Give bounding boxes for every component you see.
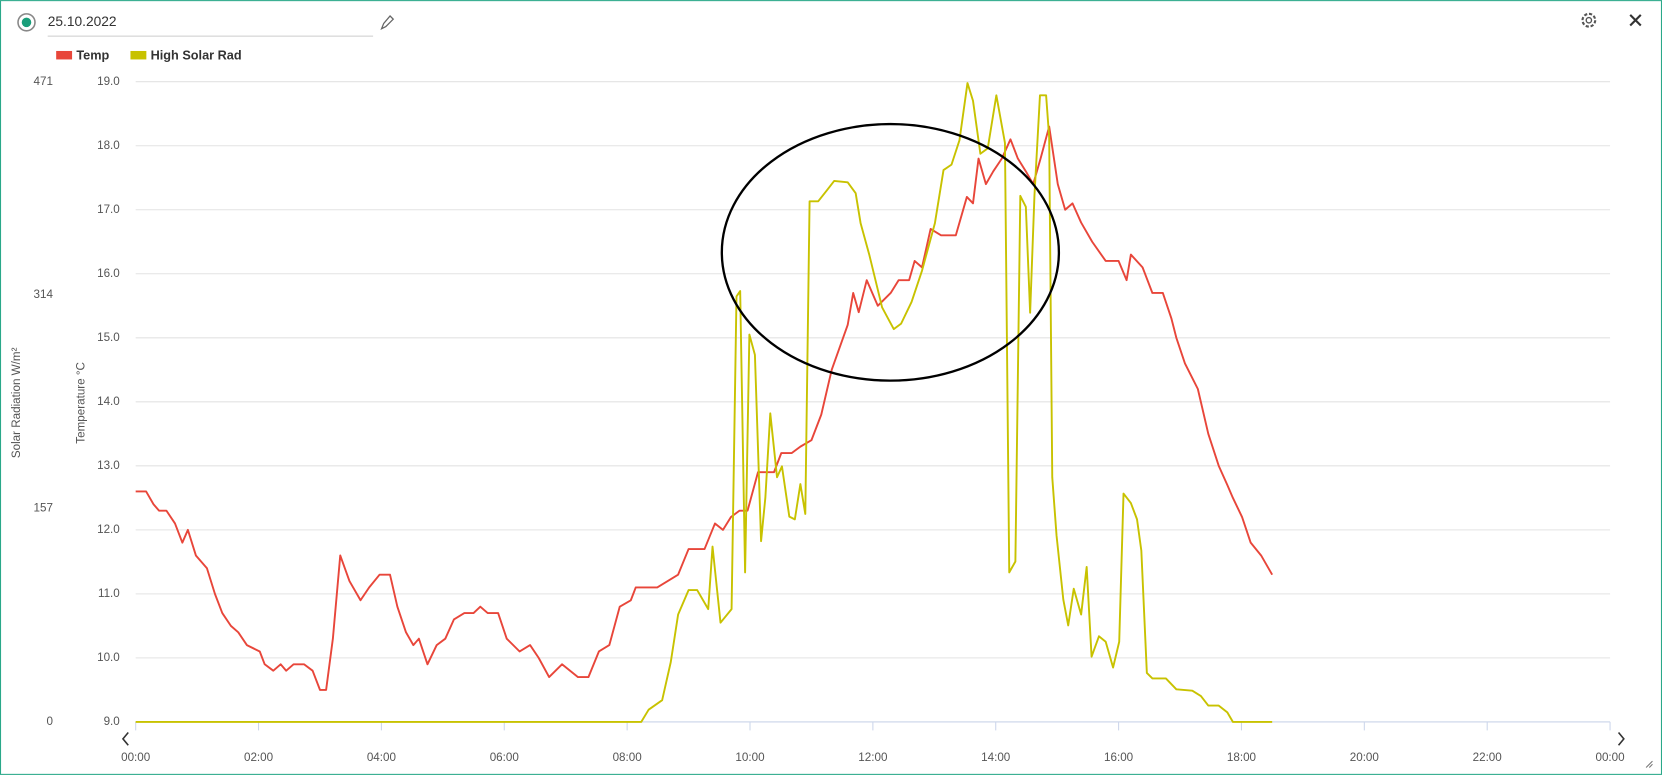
legend-label: Temp — [76, 48, 109, 63]
status-ring[interactable] — [17, 13, 36, 32]
gear-outer — [1581, 12, 1597, 28]
nav-next[interactable] — [1617, 732, 1625, 746]
y-tick-label: 11.0 — [98, 587, 120, 600]
x-tick-label: 18:00 — [1227, 751, 1257, 764]
settings-icon[interactable] — [1581, 12, 1597, 28]
x-tick-label: 08:00 — [613, 751, 643, 764]
x-tick-label: 00:00 — [121, 751, 151, 764]
y2-axis-title: Solar Radiation W/m² — [10, 347, 23, 458]
x-tick-label: 10:00 — [735, 751, 765, 764]
edit-icon[interactable] — [380, 15, 395, 31]
series-line — [135, 125, 1274, 691]
legend-label: High Solar Rad — [151, 48, 242, 63]
y2-tick-label: 0 — [47, 715, 54, 728]
y2-tick-label: 314 — [34, 288, 54, 301]
highlight-ellipse — [720, 122, 1061, 382]
resize-handle[interactable] — [1645, 760, 1653, 768]
y-tick-label: 9.0 — [104, 715, 121, 728]
y2-tick-label: 471 — [34, 75, 53, 88]
x-tick-label: 00:00 — [1595, 751, 1625, 764]
x-tick-label: 22:00 — [1473, 751, 1503, 764]
close-icon[interactable] — [1629, 14, 1642, 27]
x-tick-label: 06:00 — [490, 751, 520, 764]
y-tick-label: 13.0 — [97, 459, 120, 472]
date-field[interactable]: 25.10.2022 — [48, 14, 117, 29]
gear-inner — [1585, 16, 1593, 24]
y-tick-label: 12.0 — [97, 523, 120, 536]
y-tick-label: 18.0 — [97, 139, 120, 152]
status-dot — [21, 17, 32, 28]
y-tick-label: 19.0 — [97, 75, 120, 88]
nav-prev[interactable] — [121, 732, 129, 746]
x-tick-label: 20:00 — [1350, 751, 1380, 764]
x-tick-label: 04:00 — [367, 751, 397, 764]
y2-tick-label: 157 — [34, 502, 53, 515]
legend-swatch — [130, 50, 147, 60]
legend-swatch — [56, 50, 73, 60]
y-axis-title: Temperature °C — [75, 362, 88, 444]
series-line — [135, 82, 1273, 723]
y-tick-label: 10.0 — [97, 651, 120, 664]
y-tick-label: 15.0 — [97, 331, 120, 344]
x-tick-label: 12:00 — [858, 751, 888, 764]
x-tick-label: 14:00 — [981, 751, 1011, 764]
y-tick-label: 16.0 — [97, 267, 120, 280]
y-tick-label: 17.0 — [97, 203, 120, 216]
y-tick-label: 14.0 — [97, 395, 120, 408]
x-tick-label: 16:00 — [1104, 751, 1134, 764]
x-tick-label: 02:00 — [244, 751, 274, 764]
